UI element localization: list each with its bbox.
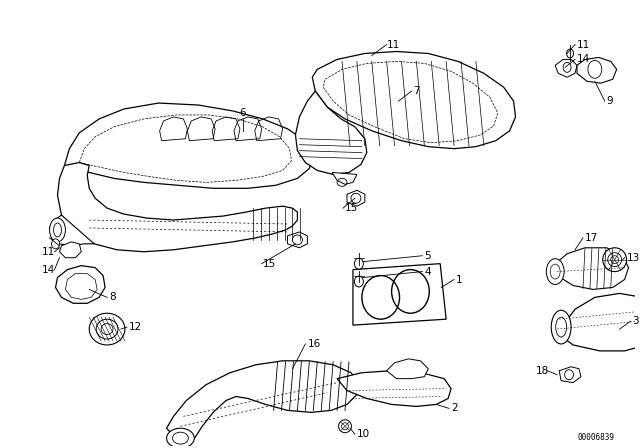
Text: 4: 4	[424, 267, 431, 276]
Text: 1: 1	[456, 275, 463, 284]
Polygon shape	[49, 215, 94, 246]
Text: 11: 11	[42, 247, 55, 257]
Text: 5: 5	[424, 251, 431, 261]
Polygon shape	[353, 264, 446, 325]
Ellipse shape	[547, 258, 564, 284]
Polygon shape	[553, 248, 628, 289]
Polygon shape	[555, 60, 577, 77]
Ellipse shape	[166, 428, 195, 448]
Text: 6: 6	[239, 108, 246, 118]
Polygon shape	[557, 293, 640, 351]
Polygon shape	[56, 266, 105, 303]
Text: 17: 17	[585, 233, 598, 243]
Text: 14: 14	[577, 54, 590, 65]
Text: 10: 10	[357, 429, 370, 439]
Text: 16: 16	[307, 339, 321, 349]
Text: 2: 2	[451, 403, 458, 414]
Text: 13: 13	[627, 253, 640, 263]
Text: 00006839: 00006839	[578, 433, 614, 442]
Polygon shape	[387, 359, 428, 379]
Ellipse shape	[362, 276, 399, 319]
Ellipse shape	[355, 276, 364, 287]
Polygon shape	[559, 367, 581, 383]
Text: 8: 8	[109, 293, 116, 302]
Ellipse shape	[339, 420, 351, 433]
Polygon shape	[287, 232, 307, 248]
Ellipse shape	[96, 319, 118, 339]
Polygon shape	[60, 242, 81, 258]
Text: 3: 3	[632, 316, 639, 326]
Polygon shape	[577, 57, 617, 83]
Ellipse shape	[89, 313, 125, 345]
Polygon shape	[337, 371, 451, 406]
Ellipse shape	[49, 218, 65, 242]
Ellipse shape	[52, 239, 60, 249]
Ellipse shape	[566, 49, 573, 58]
Text: 15: 15	[345, 203, 358, 213]
Text: 15: 15	[263, 258, 276, 269]
Text: 12: 12	[129, 322, 142, 332]
Polygon shape	[347, 190, 365, 206]
Polygon shape	[296, 91, 367, 174]
Text: 14: 14	[42, 265, 55, 275]
Ellipse shape	[355, 258, 364, 269]
Polygon shape	[58, 163, 298, 252]
Text: 11: 11	[577, 39, 590, 50]
Polygon shape	[166, 361, 359, 446]
Text: 7: 7	[413, 86, 420, 96]
Text: 9: 9	[607, 96, 613, 106]
Polygon shape	[65, 103, 312, 188]
Polygon shape	[332, 172, 357, 184]
Ellipse shape	[603, 248, 627, 271]
Text: 18: 18	[536, 366, 548, 376]
Ellipse shape	[551, 310, 571, 344]
Polygon shape	[312, 52, 516, 149]
Ellipse shape	[608, 253, 621, 267]
Text: 11: 11	[387, 39, 400, 50]
Ellipse shape	[392, 270, 429, 313]
